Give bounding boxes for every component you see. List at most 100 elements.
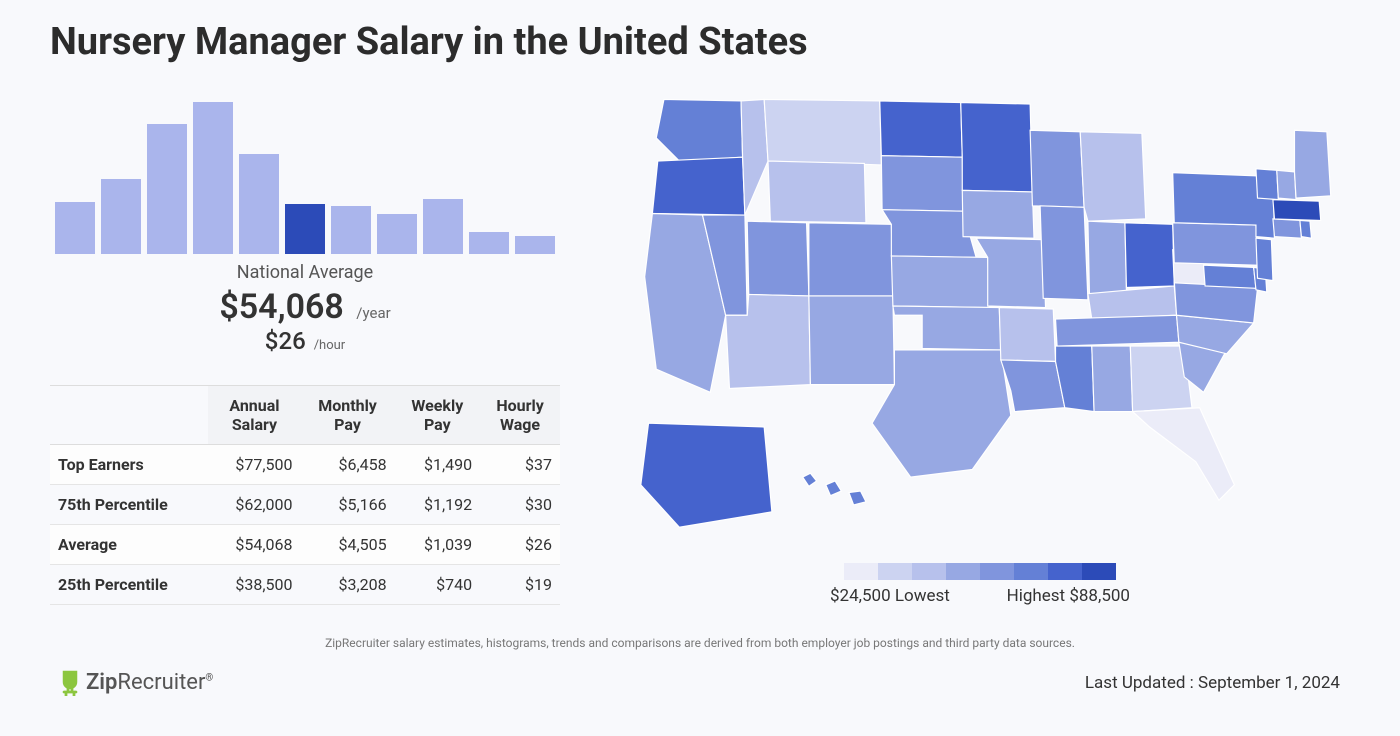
histogram-bar bbox=[55, 202, 95, 254]
table-cell: 25th Percentile bbox=[50, 565, 208, 605]
state-pa bbox=[1173, 223, 1258, 265]
state-nm bbox=[809, 296, 895, 385]
salary-histogram bbox=[50, 94, 560, 254]
histogram-bar bbox=[331, 206, 371, 254]
last-updated: Last Updated : September 1, 2024 bbox=[1085, 673, 1340, 693]
table-cell: Top Earners bbox=[50, 445, 208, 485]
table-row: 25th Percentile$38,500$3,208$740$19 bbox=[50, 565, 560, 605]
table-cell: $4,505 bbox=[301, 525, 395, 565]
table-cell: 75th Percentile bbox=[50, 485, 208, 525]
state-ar bbox=[999, 308, 1055, 362]
table-cell: $77,500 bbox=[208, 445, 300, 485]
table-header: AnnualSalary bbox=[208, 386, 300, 445]
legend-swatch bbox=[980, 563, 1014, 580]
table-cell: $30 bbox=[480, 485, 560, 525]
page-title: Nursery Manager Salary in the United Sta… bbox=[50, 20, 1350, 64]
map-legend bbox=[610, 563, 1350, 580]
chair-icon bbox=[60, 670, 80, 696]
state-nj bbox=[1256, 238, 1273, 280]
table-row: Average$54,068$4,505$1,039$26 bbox=[50, 525, 560, 565]
table-row: Top Earners$77,500$6,458$1,490$37 bbox=[50, 445, 560, 485]
table-header bbox=[50, 386, 208, 445]
salary-yearly-unit: /year bbox=[356, 304, 390, 322]
state-me bbox=[1295, 130, 1331, 198]
state-hi bbox=[849, 491, 866, 505]
histogram-bar bbox=[423, 199, 463, 254]
right-column: $24,500 Lowest Highest $88,500 bbox=[610, 84, 1350, 606]
salary-yearly: $54,068 /year bbox=[50, 287, 560, 327]
table-cell: $3,208 bbox=[301, 565, 395, 605]
table-cell: $6,458 bbox=[301, 445, 395, 485]
state-nh bbox=[1277, 170, 1296, 199]
state-fl bbox=[1133, 408, 1235, 501]
table-cell: $1,490 bbox=[395, 445, 481, 485]
table-cell: $38,500 bbox=[208, 565, 300, 605]
content-row: National Average $54,068 /year $26 /hour… bbox=[50, 84, 1350, 606]
state-oh bbox=[1125, 223, 1174, 288]
legend-low: $24,500 Lowest bbox=[830, 586, 950, 606]
salary-hourly: $26 /hour bbox=[50, 327, 560, 355]
salary-hourly-value: $26 bbox=[265, 327, 306, 355]
legend-swatch bbox=[1014, 563, 1048, 580]
legend-swatch bbox=[946, 563, 980, 580]
disclaimer-text: ZipRecruiter salary estimates, histogram… bbox=[50, 636, 1350, 650]
state-mi bbox=[1080, 132, 1146, 221]
table-cell: $62,000 bbox=[208, 485, 300, 525]
state-wi bbox=[1030, 130, 1084, 207]
legend-swatch bbox=[844, 563, 878, 580]
state-hi bbox=[803, 473, 817, 486]
histogram-bar bbox=[515, 236, 555, 254]
logo-text-recruiter: Recruiter bbox=[117, 670, 205, 695]
state-ut bbox=[747, 221, 809, 296]
table-header: HourlyWage bbox=[480, 386, 560, 445]
state-in bbox=[1088, 221, 1127, 293]
state-ok bbox=[893, 306, 1001, 350]
state-ma bbox=[1273, 200, 1321, 221]
histogram-bar bbox=[239, 154, 279, 254]
state-hi bbox=[826, 481, 841, 496]
salary-yearly-value: $54,068 bbox=[219, 287, 344, 327]
histogram-bar bbox=[147, 124, 187, 254]
table-cell: $740 bbox=[395, 565, 481, 605]
table-header: MonthlyPay bbox=[301, 386, 395, 445]
state-co bbox=[809, 223, 893, 296]
state-ks bbox=[891, 256, 989, 308]
table-cell: $1,192 bbox=[395, 485, 481, 525]
state-ct bbox=[1273, 219, 1302, 238]
state-nd bbox=[880, 101, 962, 157]
table-cell: $26 bbox=[480, 525, 560, 565]
ziprecruiter-logo: ZipRecruiter® bbox=[60, 670, 213, 696]
us-map bbox=[610, 84, 1350, 551]
salary-hourly-unit: /hour bbox=[314, 338, 346, 353]
footer: ZipRecruiter® Last Updated : September 1… bbox=[50, 670, 1350, 696]
histogram-bar bbox=[193, 102, 233, 254]
logo-text-zip: Zip bbox=[86, 670, 117, 695]
legend-high: Highest $88,500 bbox=[1007, 586, 1130, 606]
state-ak bbox=[641, 423, 772, 527]
state-ia bbox=[962, 190, 1034, 238]
state-id bbox=[741, 99, 768, 215]
table-cell: $1,039 bbox=[395, 525, 481, 565]
legend-swatch bbox=[1048, 563, 1082, 580]
state-mn bbox=[961, 103, 1033, 192]
table-row: 75th Percentile$62,000$5,166$1,192$30 bbox=[50, 485, 560, 525]
state-al bbox=[1092, 346, 1133, 412]
histogram-bar bbox=[285, 204, 325, 254]
histogram-bar bbox=[377, 214, 417, 254]
state-md bbox=[1204, 265, 1256, 288]
legend-swatch bbox=[1082, 563, 1116, 580]
table-cell: $54,068 bbox=[208, 525, 300, 565]
state-mt bbox=[764, 99, 881, 165]
state-sd bbox=[881, 156, 963, 212]
state-ri bbox=[1300, 220, 1312, 238]
table-cell: $37 bbox=[480, 445, 560, 485]
table-cell: $19 bbox=[480, 565, 560, 605]
state-vt bbox=[1256, 169, 1278, 200]
table-cell: $5,166 bbox=[301, 485, 395, 525]
legend-swatch bbox=[878, 563, 912, 580]
histogram-bar bbox=[469, 232, 509, 254]
left-column: National Average $54,068 /year $26 /hour… bbox=[50, 84, 560, 606]
state-ne bbox=[882, 210, 976, 258]
legend-labels: $24,500 Lowest Highest $88,500 bbox=[830, 586, 1130, 606]
salary-table: AnnualSalaryMonthlyPayWeeklyPayHourlyWag… bbox=[50, 385, 560, 605]
